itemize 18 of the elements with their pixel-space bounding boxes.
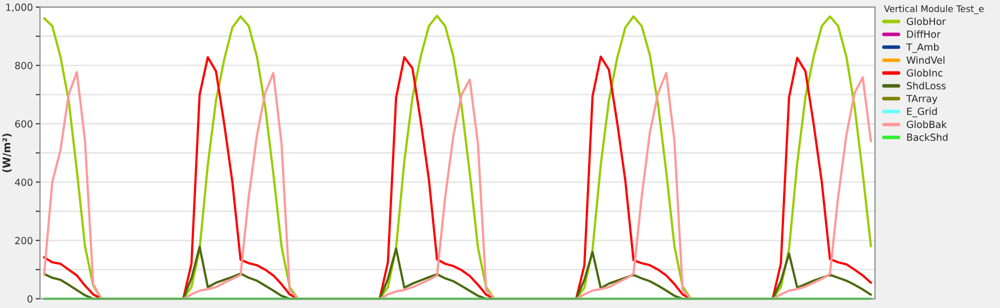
y-tick-label: 600: [15, 120, 32, 128]
legend-label: GlobInc: [906, 69, 942, 77]
legend-label: ShdLoss: [906, 82, 946, 90]
y-tick-label: 1,000: [6, 4, 32, 12]
legend-label: WindVel: [906, 56, 944, 64]
y-tick-label: 800: [15, 62, 32, 70]
y-tick-label: 200: [15, 236, 32, 244]
legend-label: BackShd: [907, 133, 948, 141]
legend-label: E_Grid: [907, 107, 937, 118]
legend-label: GlobHor: [906, 18, 946, 26]
legend-title: Vertical Module Test_e: [884, 5, 984, 14]
legend-label: TArray: [906, 94, 938, 104]
y-tick-label: 0: [28, 295, 32, 303]
y-tick-label: 400: [14, 178, 32, 186]
y-axis-title: (W/m²): [2, 134, 12, 172]
legend-label: GlobBak: [906, 120, 947, 128]
legend-label: T_Amb: [906, 43, 939, 53]
legend-label: DiffHor: [907, 30, 941, 38]
